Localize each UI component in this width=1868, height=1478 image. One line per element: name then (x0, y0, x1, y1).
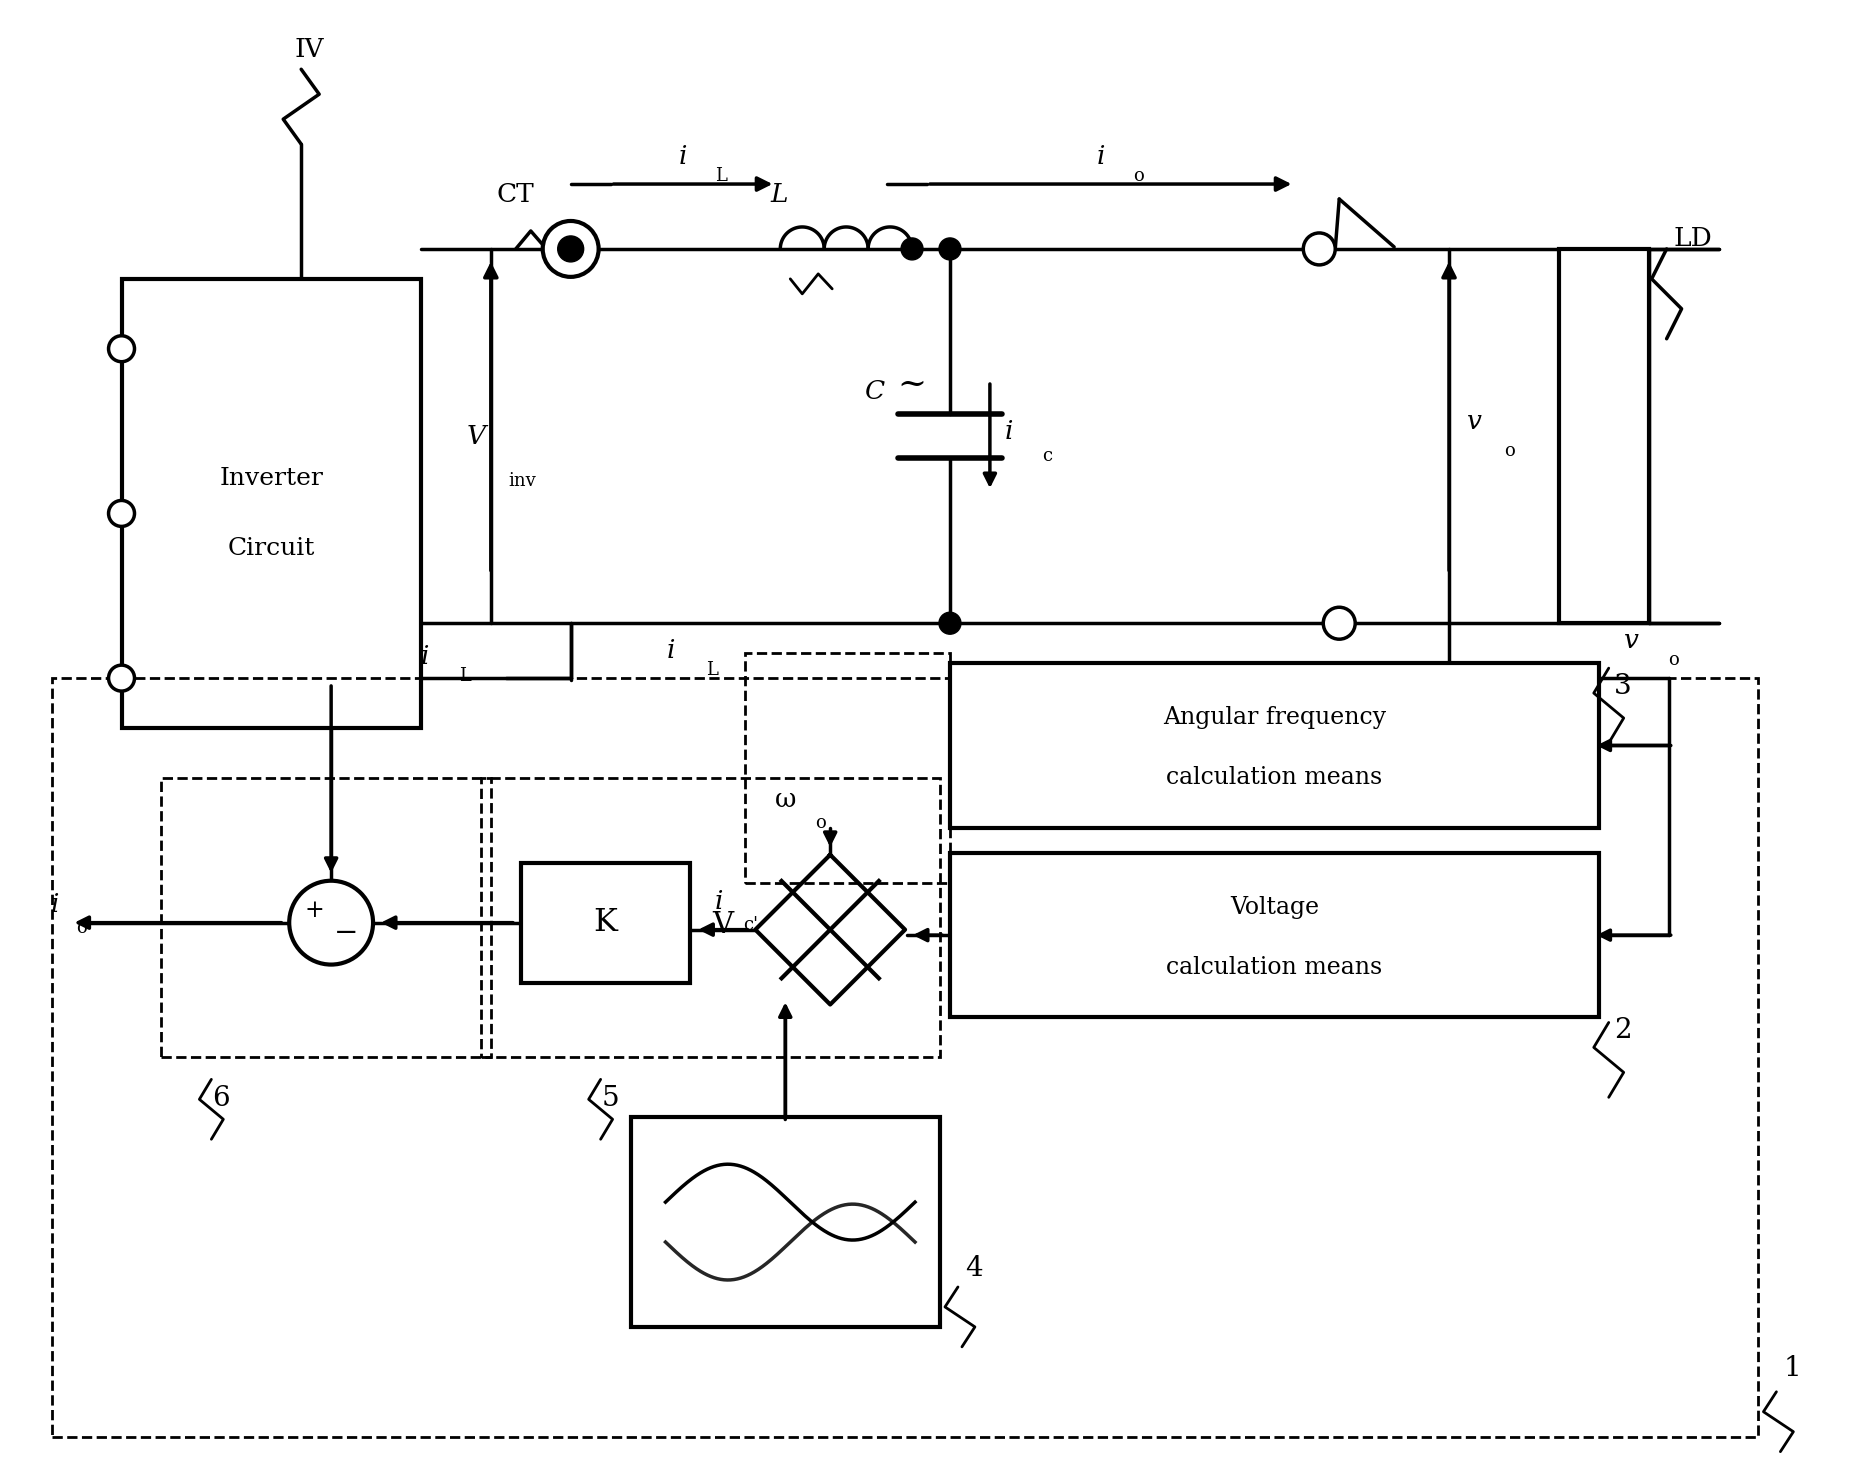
Circle shape (290, 881, 374, 965)
Bar (161, 777, 491, 1057)
Text: i: i (715, 890, 723, 915)
Text: i: i (1005, 418, 1012, 443)
Circle shape (900, 238, 923, 260)
Circle shape (544, 222, 598, 276)
Text: L: L (715, 167, 727, 185)
Bar (631, 1117, 940, 1327)
Circle shape (108, 665, 134, 692)
Text: ω: ω (775, 788, 796, 813)
Text: L: L (770, 182, 788, 207)
Text: i: i (420, 643, 430, 668)
Bar (480, 777, 940, 1057)
Bar (521, 863, 691, 983)
Text: LD: LD (1674, 226, 1713, 251)
Text: IV: IV (295, 37, 323, 62)
Text: −: − (334, 919, 359, 946)
Text: 4: 4 (966, 1255, 983, 1281)
Circle shape (1323, 607, 1354, 638)
Text: +: + (304, 899, 325, 922)
Text: Inverter: Inverter (219, 467, 323, 491)
Text: i: i (1097, 143, 1104, 168)
Text: 1: 1 (1784, 1355, 1801, 1382)
Text: 6: 6 (213, 1085, 230, 1113)
Circle shape (108, 336, 134, 362)
Text: CT: CT (497, 182, 534, 207)
Bar (52, 678, 1758, 1437)
Text: o': o' (77, 919, 92, 937)
Text: o: o (1504, 442, 1515, 460)
Text: Angular frequency: Angular frequency (1162, 706, 1386, 729)
Text: calculation means: calculation means (1166, 766, 1382, 789)
Text: o: o (814, 814, 826, 832)
Text: v: v (1623, 628, 1638, 653)
Text: ~: ~ (897, 367, 927, 401)
Text: V: V (712, 910, 734, 939)
Circle shape (1304, 234, 1336, 265)
Text: o: o (1668, 652, 1679, 670)
Text: i: i (678, 143, 687, 168)
Text: V: V (467, 424, 486, 448)
Text: calculation means: calculation means (1166, 956, 1382, 978)
Text: v: v (1466, 408, 1481, 433)
Bar (951, 664, 1599, 828)
Circle shape (940, 612, 960, 634)
Text: 2: 2 (1614, 1017, 1631, 1045)
Circle shape (559, 236, 583, 262)
Text: i: i (667, 637, 674, 662)
Text: c: c (1042, 446, 1052, 466)
Text: L: L (706, 661, 719, 678)
Text: c': c' (743, 916, 758, 934)
Bar (121, 279, 420, 729)
Text: inv: inv (508, 471, 536, 491)
Text: L: L (460, 667, 471, 686)
Text: o: o (1134, 167, 1143, 185)
Text: Voltage: Voltage (1229, 896, 1319, 919)
Circle shape (108, 501, 134, 526)
Text: 3: 3 (1614, 672, 1631, 701)
Bar (1558, 248, 1649, 624)
Bar (745, 653, 951, 882)
Text: Circuit: Circuit (228, 537, 316, 560)
Bar (951, 853, 1599, 1017)
Circle shape (940, 238, 960, 260)
Text: 5: 5 (601, 1085, 620, 1113)
Text: i: i (50, 893, 58, 918)
Text: C: C (865, 378, 885, 403)
Text: K: K (594, 907, 618, 939)
